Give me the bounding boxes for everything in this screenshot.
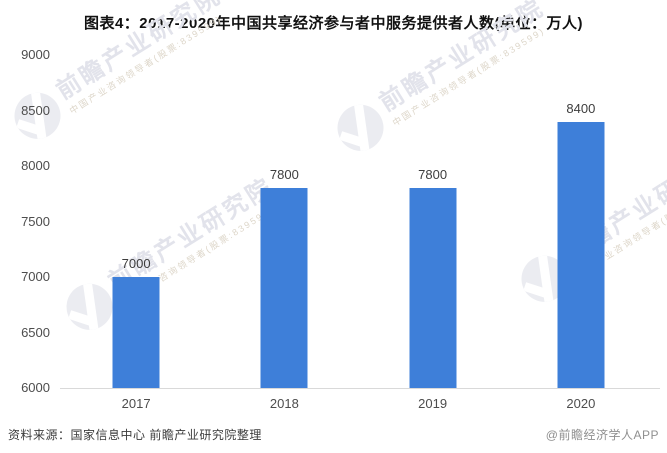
bar-group: 7800 [260,167,308,388]
bar [260,188,308,388]
x-category-label: 2020 [566,396,596,411]
bar-group: 7800 [409,167,457,388]
bar-value-label: 7800 [269,167,299,182]
y-tick-label: 7500 [21,213,50,229]
y-tick-label: 6000 [21,380,50,395]
bar-group: 8400 [557,101,605,388]
x-category-label: 2018 [269,396,299,411]
bar-value-label: 8400 [566,101,596,116]
chart-title: 图表4：2017-2020年中国共享经济参与者中服务提供者人数(单位：万人) [83,15,584,32]
x-category-label: 2019 [418,396,448,411]
bar [409,188,457,388]
bar-value-label: 7800 [418,167,448,182]
bar-value-label: 7000 [121,256,151,271]
plot-area: 7000 2017 7800 2018 7800 2019 8400 2020 [62,55,655,411]
y-tick-label: 8500 [21,102,50,118]
bar [112,277,160,388]
y-tick-label: 8000 [21,158,50,173]
y-tick-label: 6500 [21,324,50,340]
y-tick-label: 9000 [21,47,50,62]
source-note: 资料来源：国家信息中心 前瞻产业研究院整理 [8,427,262,442]
x-category-label: 2017 [121,396,151,411]
y-axis: 6000 6500 7000 7500 8000 8500 9000 [0,47,50,395]
credit-note: @前瞻经济学人APP [545,427,659,442]
bar [557,122,605,388]
bar-group: 7000 [112,256,160,388]
x-axis-line [60,388,660,389]
y-tick-label: 7000 [21,269,50,284]
footer: 资料来源：国家信息中心 前瞻产业研究院整理 @前瞻经济学人APP [8,424,659,444]
